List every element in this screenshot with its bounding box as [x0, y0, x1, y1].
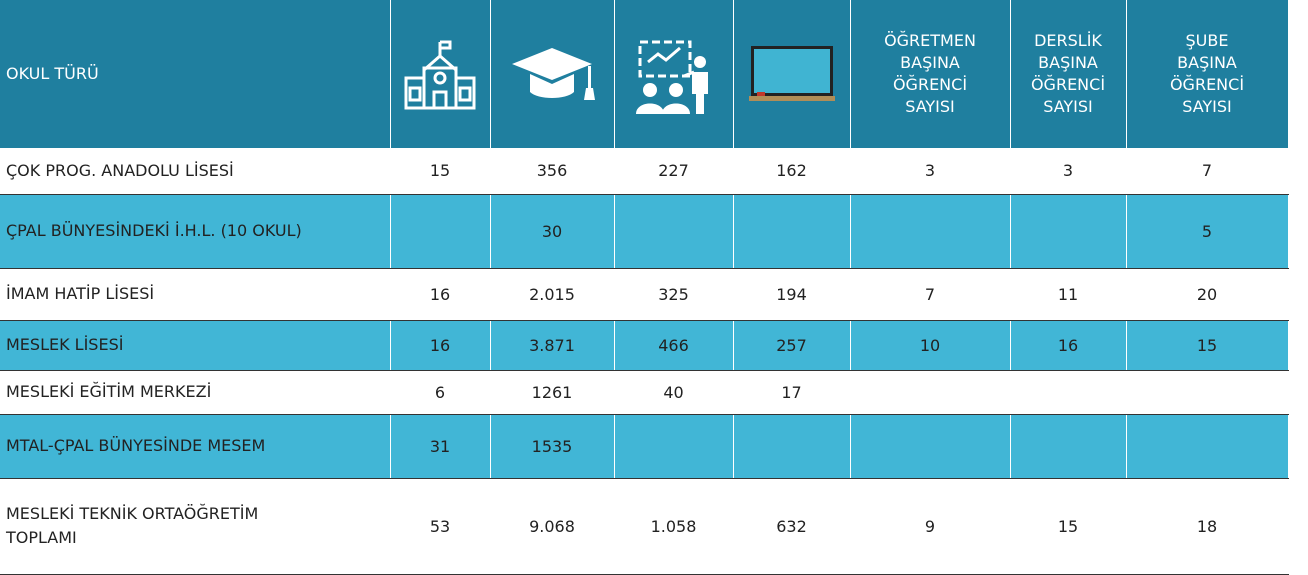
value-cell [850, 414, 1011, 479]
school-icon [390, 0, 491, 148]
table-row: ÇPAL BÜNYESİNDEKİ İ.H.L. (10 OKUL) 30 5 [0, 194, 1289, 269]
value-cell: 40 [614, 370, 734, 415]
value-cell: 15 [1010, 478, 1127, 575]
blackboard-icon [733, 0, 851, 148]
school-type: MESLEK LİSESİ [0, 320, 391, 371]
table-row: ÇOK PROG. ANADOLU LİSESİ 15 356 227 162 3 3 7 [0, 148, 1289, 195]
value-cell: 632 [733, 478, 851, 575]
graduation-icon [490, 0, 615, 148]
value-cell: 7 [1126, 148, 1289, 195]
value-cell: 20 [1126, 268, 1289, 321]
value-cell [1010, 370, 1127, 415]
teacher-icon [614, 0, 734, 148]
value-cell: 3.871 [490, 320, 615, 371]
value-cell [614, 194, 734, 269]
table-row: MESLEKİ EĞİTİM MERKEZİ 6 1261 40 17 [0, 370, 1289, 415]
value-cell: 356 [490, 148, 615, 195]
table-row: MESLEK LİSESİ 16 3.871 466 257 10 16 15 [0, 320, 1289, 371]
value-cell [614, 414, 734, 479]
value-cell: 15 [390, 148, 491, 195]
value-cell: 53 [390, 478, 491, 575]
value-cell: 466 [614, 320, 734, 371]
school-type: MESLEKİ TEKNİK ORTAÖĞRETİM TOPLAMI [0, 478, 391, 575]
value-cell: 16 [390, 320, 491, 371]
value-cell: 9 [850, 478, 1011, 575]
header-row: OKUL TÜRÜ ÖĞRETMEN BAŞINA ÖĞRENCİ SAYISI… [0, 0, 1289, 148]
table-row: İMAM HATİP LİSESİ 16 2.015 325 194 7 11 20 [0, 268, 1289, 321]
value-cell [733, 194, 851, 269]
school-type: ÇOK PROG. ANADOLU LİSESİ [0, 148, 391, 195]
value-cell: 15 [1126, 320, 1289, 371]
value-cell: 17 [733, 370, 851, 415]
table-body: ÇOK PROG. ANADOLU LİSESİ 15 356 227 162 3 3 7 ÇP… [0, 148, 1289, 575]
value-cell: 5 [1126, 194, 1289, 269]
value-cell: 2.015 [490, 268, 615, 321]
header-cell: OKUL TÜRÜ [0, 0, 391, 148]
value-cell: 7 [850, 268, 1011, 321]
value-cell [1126, 370, 1289, 415]
school-type: MESLEKİ EĞİTİM MERKEZİ [0, 370, 391, 415]
value-cell: 194 [733, 268, 851, 321]
value-cell: 30 [490, 194, 615, 269]
school-type: ÇPAL BÜNYESİNDEKİ İ.H.L. (10 OKUL) [0, 194, 391, 269]
header-cell: ÖĞRETMEN BAŞINA ÖĞRENCİ SAYISI [850, 0, 1011, 148]
header-cell: ŞUBE BAŞINA ÖĞRENCİ SAYISI [1126, 0, 1289, 148]
value-cell [1010, 194, 1127, 269]
header-cell: DERSLİK BAŞINA ÖĞRENCİ SAYISI [1010, 0, 1127, 148]
value-cell [850, 370, 1011, 415]
value-cell [1126, 414, 1289, 479]
value-cell: 257 [733, 320, 851, 371]
value-cell: 18 [1126, 478, 1289, 575]
value-cell: 1261 [490, 370, 615, 415]
value-cell: 1535 [490, 414, 615, 479]
value-cell: 1.058 [614, 478, 734, 575]
school-type: İMAM HATİP LİSESİ [0, 268, 391, 321]
value-cell: 16 [390, 268, 491, 321]
value-cell: 3 [850, 148, 1011, 195]
value-cell: 162 [733, 148, 851, 195]
value-cell: 9.068 [490, 478, 615, 575]
value-cell: 325 [614, 268, 734, 321]
value-cell: 10 [850, 320, 1011, 371]
value-cell [733, 414, 851, 479]
value-cell: 227 [614, 148, 734, 195]
value-cell: 6 [390, 370, 491, 415]
value-cell [390, 194, 491, 269]
value-cell: 11 [1010, 268, 1127, 321]
table-row: MTAL-ÇPAL BÜNYESİNDE MESEM 31 1535 [0, 414, 1289, 479]
school-type: MTAL-ÇPAL BÜNYESİNDE MESEM [0, 414, 391, 479]
value-cell: 31 [390, 414, 491, 479]
value-cell [1010, 414, 1127, 479]
value-cell: 3 [1010, 148, 1127, 195]
value-cell [850, 194, 1011, 269]
table-row: MESLEKİ TEKNİK ORTAÖĞRETİM TOPLAMI 53 9.06… [0, 478, 1289, 575]
value-cell: 16 [1010, 320, 1127, 371]
